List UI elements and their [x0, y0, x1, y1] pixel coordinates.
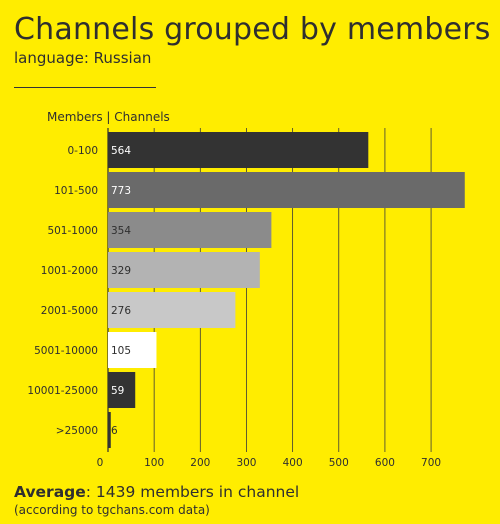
data-source-note: (according to tgchans.com data)	[14, 503, 210, 517]
x-tick-label: 400	[283, 457, 303, 469]
x-tick-label: 0	[97, 457, 104, 469]
bar	[108, 212, 272, 248]
x-tick-label: 600	[375, 457, 395, 469]
bar	[108, 132, 369, 168]
labels-layer: Members | Channels 0 100 200 300 400 500 600 700…	[27, 110, 441, 469]
category-label: 1001-2000	[41, 265, 98, 277]
bar	[108, 172, 465, 208]
x-tick-label: 100	[144, 457, 164, 469]
bar	[108, 252, 260, 288]
x-tick-label: 200	[190, 457, 210, 469]
divider	[14, 87, 156, 88]
value-label: 564	[111, 145, 131, 157]
category-label: 2001-5000	[41, 305, 98, 317]
value-label: 354	[111, 225, 131, 237]
bar	[108, 332, 157, 368]
category-label: 5001-10000	[34, 345, 98, 357]
average-text: : 1439 members in channel	[85, 483, 300, 501]
category-label: 0-100	[67, 145, 98, 157]
value-label: 276	[111, 305, 131, 317]
value-label: 329	[111, 265, 131, 277]
category-label: 10001-25000	[27, 385, 98, 397]
category-label: >25000	[56, 425, 98, 437]
chart-subtitle: language: Russian	[14, 49, 152, 67]
x-tick-label: 500	[329, 457, 349, 469]
bar	[108, 372, 136, 408]
value-label: 105	[111, 345, 131, 357]
average-label: Average	[14, 483, 86, 501]
x-tick-label: 700	[421, 457, 441, 469]
bar	[108, 292, 236, 328]
value-label: 773	[111, 185, 131, 197]
value-label: 59	[111, 385, 124, 397]
bars-layer	[108, 132, 465, 448]
chart-title: Channels grouped by members	[14, 12, 491, 47]
value-label: 6	[111, 425, 118, 437]
axis-header: Members | Channels	[47, 110, 170, 124]
category-label: 101-500	[54, 185, 98, 197]
average-summary: Average: 1439 members in channel	[14, 483, 299, 501]
bar	[108, 412, 111, 448]
category-label: 501-1000	[47, 225, 98, 237]
x-tick-label: 300	[236, 457, 256, 469]
bar-chart: Members | Channels 0 100 200 300 400 500 600 700…	[27, 110, 465, 469]
